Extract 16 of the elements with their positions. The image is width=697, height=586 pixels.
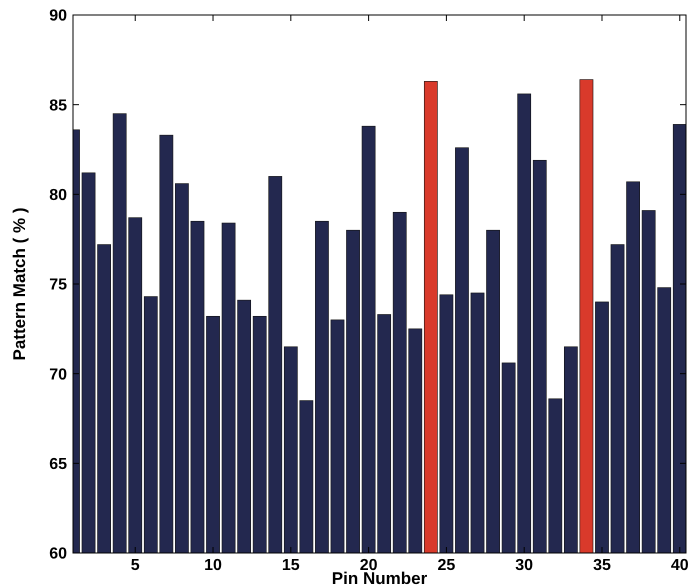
y-tick-label: 65 bbox=[49, 456, 68, 473]
x-tick-label: 5 bbox=[130, 557, 140, 574]
x-tick-label: 10 bbox=[204, 557, 222, 574]
x-tick-label: 25 bbox=[438, 557, 456, 574]
x-tick-label: 15 bbox=[282, 557, 300, 574]
y-tick-label: 90 bbox=[49, 8, 68, 25]
y-tick-label: 80 bbox=[49, 186, 68, 204]
y-tick-label: 75 bbox=[49, 276, 68, 294]
x-tick-label: 35 bbox=[593, 557, 611, 574]
x-axis-title: Pin Number bbox=[332, 569, 428, 586]
x-tick-label: 30 bbox=[515, 557, 534, 574]
y-tick-label: 60 bbox=[49, 546, 68, 563]
y-tick-label: 70 bbox=[49, 366, 68, 384]
y-tick-label: 85 bbox=[49, 97, 68, 114]
x-tick-label: 40 bbox=[670, 557, 689, 574]
y-axis-title: Pattern Match ( % ) bbox=[10, 207, 29, 361]
